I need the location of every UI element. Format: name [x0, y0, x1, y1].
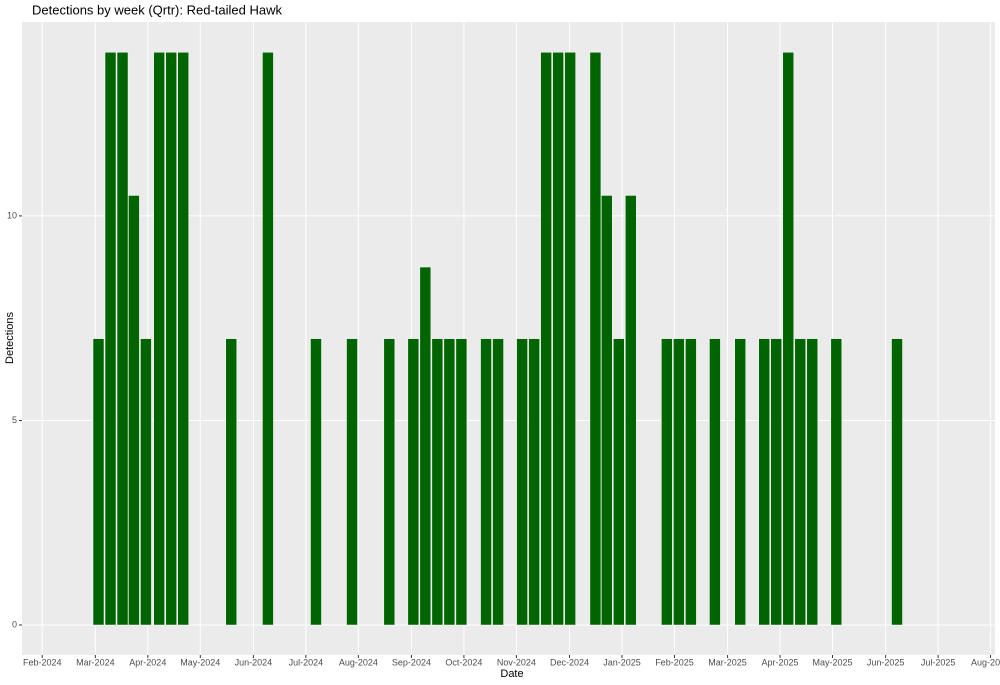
bar [734, 338, 746, 626]
y-tick-label: 5 [12, 415, 17, 425]
x-tick-label: Mar-2025 [708, 657, 747, 667]
bar [140, 338, 152, 626]
bar [310, 338, 322, 626]
x-tick-label: Sep-2024 [392, 657, 431, 667]
bar [709, 338, 721, 626]
x-tick-label: Dec-2024 [550, 657, 589, 667]
bar [601, 195, 613, 626]
x-tick-label: Jun-2024 [235, 657, 273, 667]
bar [516, 338, 528, 626]
bar [419, 266, 432, 626]
bar [104, 52, 117, 626]
chart-title: Detections by week (Qrtr): Red-tailed Ha… [32, 2, 282, 17]
x-tick-label: Apr-2024 [129, 657, 166, 667]
bar [383, 338, 396, 626]
x-tick-label: Oct-2024 [445, 657, 482, 667]
x-tick-label: Feb-2025 [655, 657, 694, 667]
bar [455, 338, 468, 626]
x-tick-label: Jul-2025 [921, 657, 956, 667]
bar [225, 338, 238, 626]
x-tick-label: Aug-2024 [339, 657, 378, 667]
y-tick-label: 0 [12, 619, 17, 629]
bar [480, 338, 492, 626]
x-tick-label: Jan-2025 [603, 657, 641, 667]
bar [443, 338, 456, 626]
bar [492, 338, 504, 626]
x-tick-label: Apr-2025 [762, 657, 799, 667]
x-tick-label: May-2024 [180, 657, 220, 667]
bar [661, 338, 673, 626]
bar [685, 338, 697, 626]
bar [673, 338, 685, 626]
bar [177, 52, 189, 626]
bar [782, 52, 795, 626]
x-tick-label: Nov-2024 [497, 657, 536, 667]
bar [128, 195, 140, 626]
bar [262, 52, 274, 626]
x-tick-label: Aug-2025 [971, 657, 1000, 667]
bar [625, 195, 637, 626]
x-tick-label: Mar-2024 [76, 657, 115, 667]
bar [153, 52, 165, 626]
bar [830, 338, 843, 626]
x-tick-label: Feb-2024 [23, 657, 62, 667]
bar [806, 338, 819, 626]
bar [758, 338, 770, 626]
y-axis-label: Detections [4, 312, 16, 364]
bar [431, 338, 444, 626]
bar [346, 338, 358, 626]
x-tick-label: May-2025 [813, 657, 853, 667]
y-tick-label: 10 [7, 210, 17, 220]
bar [564, 52, 576, 626]
bar [794, 338, 807, 626]
bar [891, 338, 903, 626]
bar [540, 52, 552, 626]
bar [407, 338, 420, 626]
x-tick-label: Jul-2024 [289, 657, 324, 667]
bar [552, 52, 564, 626]
x-axis-label: Date [500, 668, 523, 680]
bar [528, 338, 540, 626]
bar [770, 338, 782, 626]
bar [165, 52, 177, 626]
bar [589, 52, 602, 626]
x-tick-label: Jun-2025 [867, 657, 905, 667]
bar [116, 52, 129, 626]
bar [613, 338, 625, 626]
bar [92, 338, 105, 626]
